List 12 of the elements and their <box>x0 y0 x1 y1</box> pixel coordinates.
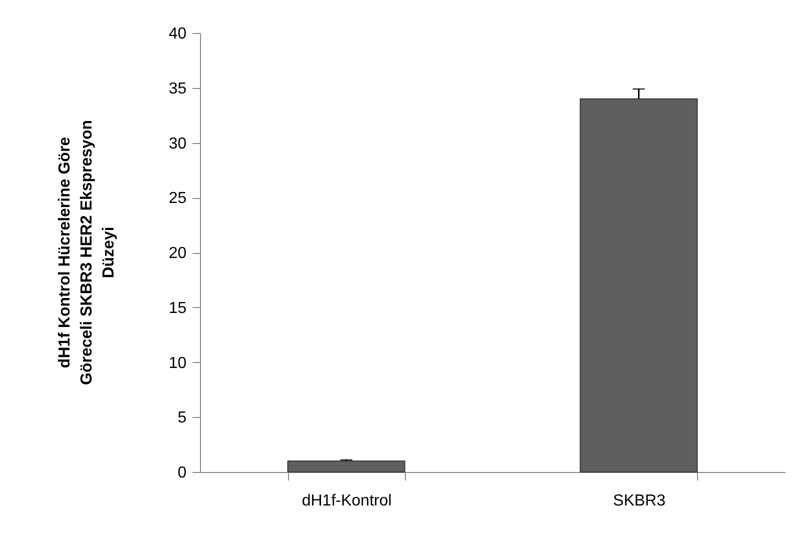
x-tick-label: SKBR3 <box>613 492 666 510</box>
y-tick-label: 40 <box>168 26 187 42</box>
y-tick-label: 20 <box>168 245 187 262</box>
y-axis-title: dH1f Kontrol Hücrelerine Göre Göreceli SKBR3 HER2 Ekspresyon Düzeyi <box>56 120 118 385</box>
x-tick-label: dH1f-Kontrol <box>302 492 392 510</box>
y-tick-label: 5 <box>178 410 187 427</box>
y-tick-label: 15 <box>168 300 187 317</box>
y-tick-label: 35 <box>168 80 187 98</box>
y-tick-label: 0 <box>178 464 187 482</box>
y-tick-label: 10 <box>168 354 187 372</box>
y-tick-label: 30 <box>168 135 187 152</box>
y-tick-label: 25 <box>168 190 187 208</box>
